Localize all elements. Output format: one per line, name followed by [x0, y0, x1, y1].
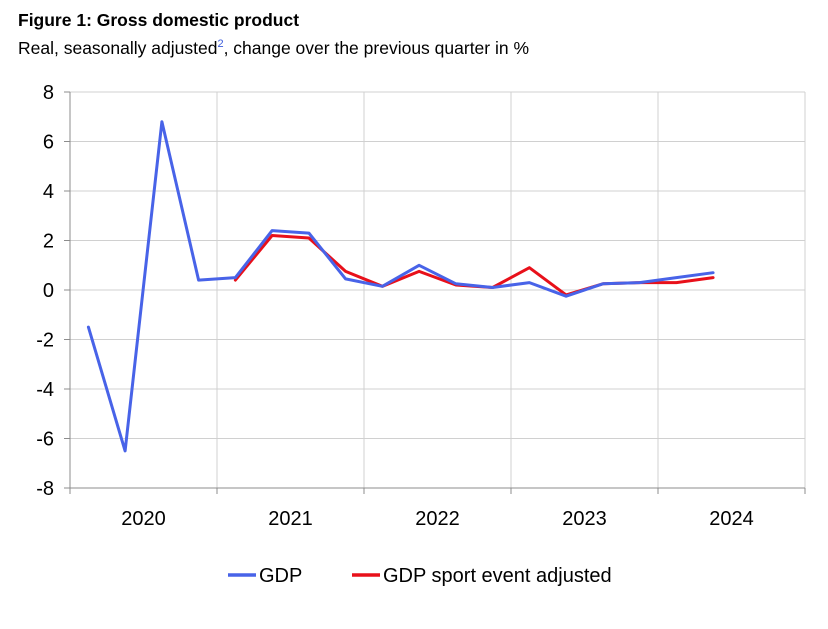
legend-label: GDP [259, 565, 302, 587]
x-tick-label: 2020 [121, 508, 166, 530]
y-tick-label: 0 [43, 280, 54, 302]
x-tick-label: 2022 [415, 508, 460, 530]
y-tick-label: 2 [43, 231, 54, 253]
footnote-link[interactable]: 2 [217, 38, 224, 51]
y-tick-label: 4 [43, 181, 54, 203]
y-tick-label: -4 [36, 379, 54, 401]
figure-subtitle: Real, seasonally adjusted2, change over … [18, 38, 529, 59]
y-tick-label: -6 [36, 429, 54, 451]
y-tick-label: 6 [43, 132, 54, 154]
series-line-gdp [86, 120, 715, 453]
y-tick-label: -8 [36, 478, 54, 500]
figure-title: Figure 1: Gross domestic product [18, 10, 300, 30]
y-tick-label: 8 [43, 82, 54, 104]
y-tick-label: -2 [36, 330, 54, 352]
x-tick-label: 2024 [709, 508, 754, 530]
legend-label: GDP sport event adjusted [383, 565, 612, 587]
x-tick-label: 2021 [268, 508, 313, 530]
subtitle-rest: , change over the previous quarter in % [223, 38, 530, 58]
x-tick-label: 2023 [562, 508, 607, 530]
subtitle-main: Real, seasonally adjusted [18, 38, 218, 58]
